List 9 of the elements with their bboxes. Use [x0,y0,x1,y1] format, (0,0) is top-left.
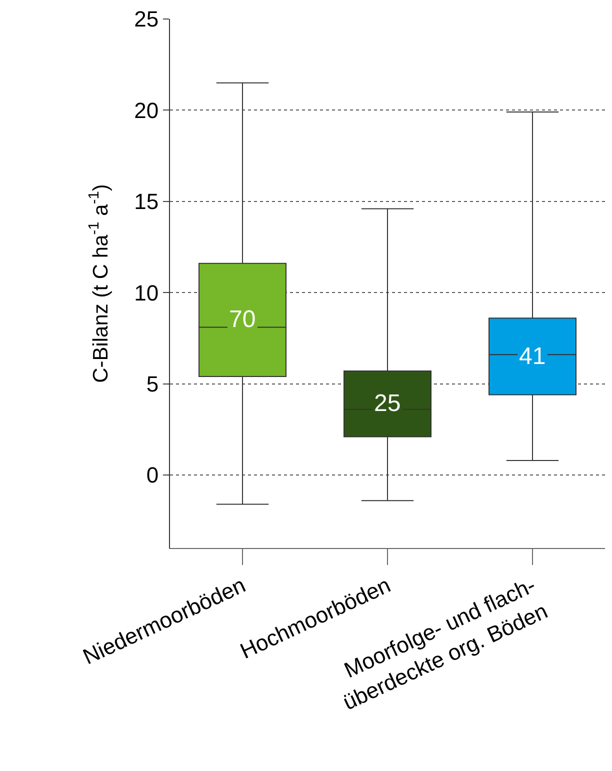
y-tick-label: 15 [134,189,159,214]
y-tick-label: 20 [134,98,159,123]
annotation: 25 [374,390,401,417]
annotation: 41 [519,343,546,370]
y-tick-label: 25 [134,6,159,32]
y-tick-label: 5 [146,372,159,397]
annotation: 70 [229,306,256,333]
y-tick-label: 0 [146,462,159,488]
y-tick-label: 10 [134,280,159,306]
